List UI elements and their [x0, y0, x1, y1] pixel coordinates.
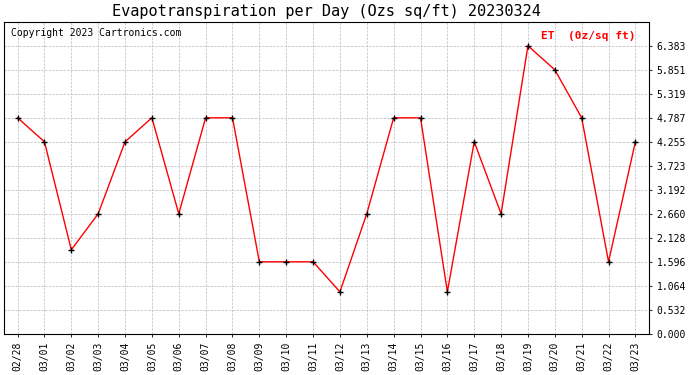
ET  (0z/sq ft): [336, 290, 344, 294]
ET  (0z/sq ft): [201, 116, 210, 120]
ET  (0z/sq ft): [94, 211, 102, 216]
ET  (0z/sq ft): [497, 211, 505, 216]
ET  (0z/sq ft): [470, 140, 478, 144]
ET  (0z/sq ft): [604, 260, 613, 264]
Title: Evapotranspiration per Day (Ozs sq/ft) 20230324: Evapotranspiration per Day (Ozs sq/ft) 2…: [112, 4, 541, 19]
ET  (0z/sq ft): [309, 260, 317, 264]
ET  (0z/sq ft): [389, 116, 397, 120]
ET  (0z/sq ft): [443, 290, 451, 294]
ET  (0z/sq ft): [148, 116, 156, 120]
Text: ET  (0z/sq ft): ET (0z/sq ft): [542, 31, 636, 41]
Text: Copyright 2023 Cartronics.com: Copyright 2023 Cartronics.com: [10, 28, 181, 38]
ET  (0z/sq ft): [363, 211, 371, 216]
ET  (0z/sq ft): [416, 116, 424, 120]
ET  (0z/sq ft): [578, 116, 586, 120]
Line: ET  (0z/sq ft): ET (0z/sq ft): [14, 42, 639, 296]
ET  (0z/sq ft): [228, 116, 237, 120]
ET  (0z/sq ft): [631, 140, 640, 144]
ET  (0z/sq ft): [40, 140, 48, 144]
ET  (0z/sq ft): [14, 116, 22, 120]
ET  (0z/sq ft): [175, 211, 183, 216]
ET  (0z/sq ft): [551, 68, 559, 72]
ET  (0z/sq ft): [67, 248, 75, 252]
ET  (0z/sq ft): [121, 140, 129, 144]
ET  (0z/sq ft): [524, 44, 532, 48]
ET  (0z/sq ft): [255, 260, 264, 264]
ET  (0z/sq ft): [282, 260, 290, 264]
